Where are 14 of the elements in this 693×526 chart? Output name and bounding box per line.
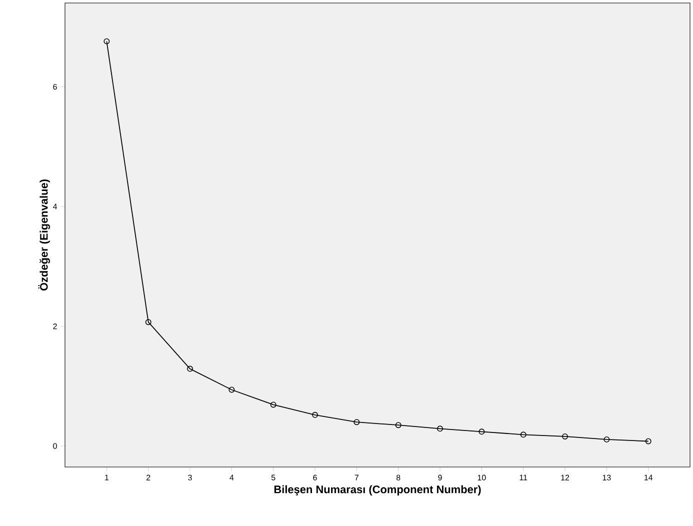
point: [478, 428, 485, 435]
point: [437, 426, 443, 432]
point: [145, 319, 152, 326]
point: [562, 433, 568, 440]
point: [187, 366, 193, 372]
point: [395, 422, 402, 428]
point: [520, 432, 526, 438]
point: [228, 386, 235, 393]
point: [604, 436, 610, 442]
x-axis-title: Bileşen Numarası (Component Number): [274, 485, 481, 496]
point: [270, 402, 276, 408]
point: [354, 419, 360, 426]
point: [312, 412, 318, 418]
y-axis-title: Özdeğer (Eigenvalue): [38, 180, 50, 291]
